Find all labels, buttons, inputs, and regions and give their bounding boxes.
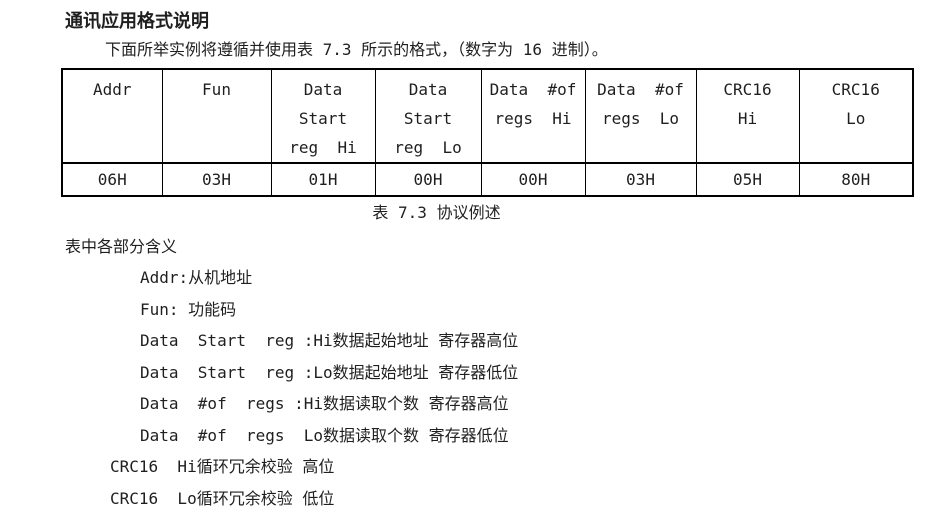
header-cell-crc16-hi: CRC16 Hi — [695, 68, 800, 164]
header-line: Data #of — [597, 80, 684, 99]
header-line — [800, 133, 913, 162]
header-line: Start — [298, 109, 348, 128]
header-cell-crc16-lo: CRC16 Lo — [798, 68, 914, 164]
header-line — [482, 133, 585, 162]
value-cell-data-num-regs-hi: 00H — [480, 162, 586, 197]
value-cell-data-num-regs-lo: 03H — [584, 162, 697, 197]
header-cell-fun: Fun — [161, 68, 272, 164]
header-cell-data-start-reg-lo: Data Start reg Lo — [374, 68, 482, 164]
value-cell-addr: 06H — [61, 162, 163, 197]
header-line: Addr — [92, 80, 132, 99]
value-cell-crc16-lo: 80H — [798, 162, 914, 197]
header-line: regs Hi — [494, 109, 572, 128]
header-line: Data — [303, 80, 343, 99]
header-line — [63, 104, 162, 133]
legend-item-addr: Addr:从机地址 — [140, 268, 253, 287]
value-cell-fun: 03H — [161, 162, 272, 197]
header-cell-data-num-regs-hi: Data #of regs Hi — [480, 68, 586, 164]
header-line — [163, 133, 271, 162]
header-line: Fun — [202, 80, 231, 99]
header-cell-addr: Addr — [61, 68, 163, 164]
legend-item-data-start-reg-hi: Data Start reg :Hi数据起始地址 寄存器高位 — [140, 331, 519, 350]
header-line — [163, 104, 271, 133]
header-line: Lo — [846, 109, 866, 128]
legend-heading: 表中各部分含义 — [65, 237, 178, 256]
header-line: reg Lo — [394, 138, 462, 157]
legend-item-data-num-regs-lo: Data #of regs Lo数据读取个数 寄存器低位 — [140, 425, 509, 445]
page-title: 通讯应用格式说明 — [65, 11, 209, 32]
header-line: Data — [408, 80, 448, 99]
header-line — [586, 133, 696, 162]
table-header-row: Addr Fun Data Start reg Hi Data Start — [61, 68, 914, 164]
legend-item-crc16-lo: CRC16 Lo循环冗余校验 低位 — [110, 488, 335, 508]
legend-item-data-start-reg-lo: Data Start reg :Lo数据起始地址 寄存器低位 — [140, 362, 519, 382]
header-line: reg Hi — [289, 138, 357, 157]
header-cell-data-num-regs-lo: Data #of regs Lo — [584, 68, 697, 164]
value-cell-crc16-hi: 05H — [695, 162, 800, 197]
header-line: regs Lo — [601, 109, 680, 128]
legend-item-data-num-regs-hi: Data #of regs :Hi数据读取个数 寄存器高位 — [140, 394, 509, 413]
header-cell-data-start-reg-hi: Data Start reg Hi — [270, 68, 376, 164]
header-line: Data #of — [489, 80, 577, 99]
header-line: CRC16 — [831, 80, 880, 99]
intro-text: 下面所举实例将遵循并使用表 7.3 所示的格式，（数字为 16 进制）。 — [105, 40, 608, 59]
value-cell-data-start-reg-hi: 01H — [270, 162, 376, 197]
table-caption: 表 7.3 协议例述 — [372, 203, 501, 222]
header-line — [63, 133, 162, 162]
legend-section: 表中各部分含义 Addr:从机地址 Fun: 功能码 Data Start re… — [0, 232, 929, 514]
header-line — [697, 133, 799, 162]
header-line: CRC16 — [723, 80, 772, 99]
table-value-row: 06H 03H 01H 00H 00H 03H 05H 80H — [61, 162, 914, 197]
legend-item-crc16-hi: CRC16 Hi循环冗余校验 高位 — [110, 457, 335, 476]
value-cell-data-start-reg-lo: 00H — [374, 162, 482, 197]
header-line: Hi — [737, 109, 758, 128]
protocol-example-table: Addr Fun Data Start reg Hi Data Start — [61, 68, 914, 197]
document-page: 通讯应用格式说明 下面所举实例将遵循并使用表 7.3 所示的格式，（数字为 16… — [0, 10, 929, 518]
legend-item-fun: Fun: 功能码 — [140, 299, 237, 319]
header-line: Start — [403, 109, 453, 128]
